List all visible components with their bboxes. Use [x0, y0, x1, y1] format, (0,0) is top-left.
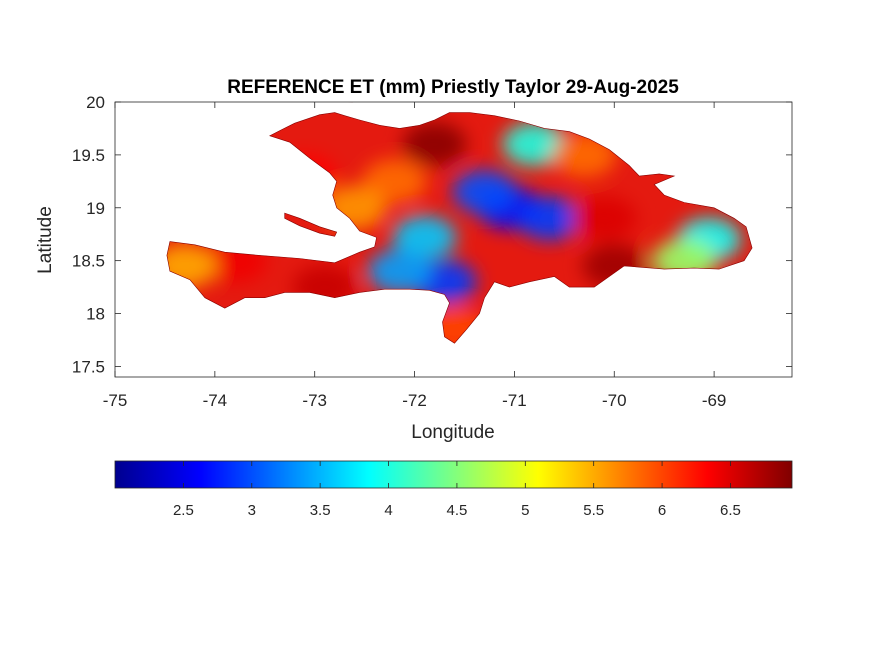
colorbar-tick-label: 2.5: [173, 502, 194, 519]
field-sample: [402, 122, 467, 167]
colorbar-tick-label: 5.5: [583, 502, 604, 519]
y-axis-label: Latitude: [35, 206, 56, 274]
y-tick-label: 17.5: [72, 357, 105, 376]
colorbar: [114, 460, 793, 489]
y-tick-label: 20: [86, 93, 105, 112]
field-sample: [392, 215, 457, 260]
y-tick-label: 19: [86, 199, 105, 218]
field-sample: [572, 196, 637, 241]
x-tick-label: -69: [702, 391, 727, 410]
colorbar-tick-label: 6: [658, 502, 666, 519]
field-sample: [362, 159, 427, 204]
colorbar-tick-label: 4: [384, 502, 392, 519]
y-tick-label: 19.5: [72, 146, 105, 165]
colorbar-tick-label: 4.5: [446, 502, 467, 519]
x-axis: -75 -74 -73 -72 -71 -70 -69: [103, 102, 727, 410]
colorbar-tick-label: 3.5: [310, 502, 331, 519]
field-sample: [502, 122, 567, 167]
y-tick-label: 18.5: [72, 252, 105, 271]
x-tick-label: -74: [203, 391, 228, 410]
y-axis: 17.5 18 18.5 19 19.5 20: [72, 93, 792, 376]
chart-title: REFERENCE ET (mm) Priestly Taylor 29-Aug…: [227, 77, 679, 98]
colorbar-ticks: 2.5 3 3.5 4 4.5 5 5.5 6 6.5: [173, 461, 741, 519]
x-tick-label: -73: [302, 391, 327, 410]
field-sample: [517, 196, 582, 241]
x-tick-label: -72: [402, 391, 427, 410]
colorbar-tick-label: 5: [521, 502, 529, 519]
y-tick-label: 18: [86, 305, 105, 324]
field-sample: [452, 169, 517, 214]
x-axis-label: Longitude: [411, 422, 494, 443]
colorbar-tick-label: 6.5: [720, 502, 741, 519]
axes-box: [114, 101, 793, 378]
x-tick-label: -71: [502, 391, 527, 410]
land-outline: [166, 102, 753, 344]
field-sample: [367, 249, 432, 294]
x-tick-label: -75: [103, 391, 128, 410]
x-tick-label: -70: [602, 391, 627, 410]
colorbar-tick-label: 3: [248, 502, 256, 519]
